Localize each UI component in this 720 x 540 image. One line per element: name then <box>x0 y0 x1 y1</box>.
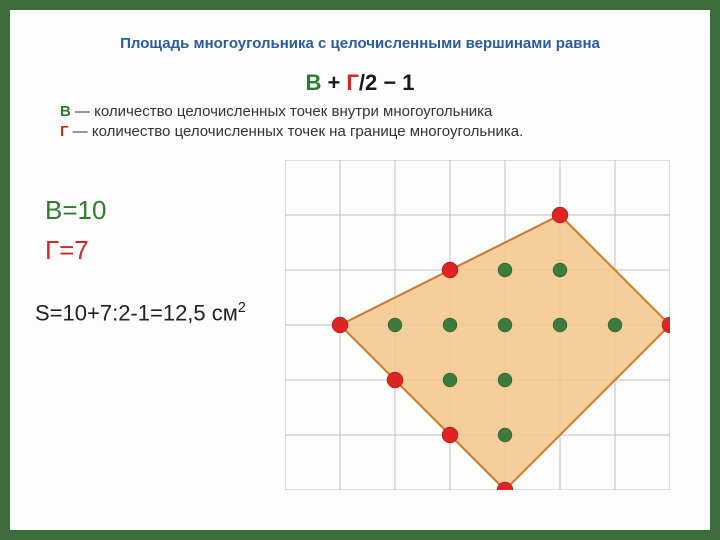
boundary-dot <box>552 207 568 223</box>
s-sup: 2 <box>238 300 246 316</box>
interior-dot <box>388 318 402 332</box>
interior-dot <box>553 263 567 277</box>
formula: В + Г/2 − 1 <box>10 70 710 96</box>
def-g-text: — количество целочисленных точек на гран… <box>69 123 524 140</box>
title-text: Площадь многоугольника с целочисленными … <box>120 35 600 52</box>
interior-dot <box>608 318 622 332</box>
interior-dot <box>498 428 512 442</box>
def-g-letter: Г <box>60 123 69 140</box>
boundary-dot <box>442 262 458 278</box>
boundary-dot <box>387 372 403 388</box>
boundary-dot <box>442 427 458 443</box>
interior-dot <box>498 373 512 387</box>
polygon-shape <box>340 215 670 490</box>
lattice-diagram <box>285 160 670 490</box>
interior-dot <box>553 318 567 332</box>
definitions: В — количество целочисленных точек внутр… <box>60 102 660 143</box>
def-v-text: — количество целочисленных точек внутри … <box>71 103 493 120</box>
g-value: Г=7 <box>45 235 89 266</box>
interior-dot <box>443 318 457 332</box>
interior-dot <box>443 373 457 387</box>
interior-dot <box>498 263 512 277</box>
def-v-letter: В <box>60 103 71 120</box>
v-value: В=10 <box>45 195 106 226</box>
boundary-dot <box>332 317 348 333</box>
interior-dot <box>498 318 512 332</box>
page-title: Площадь многоугольника с целочисленными … <box>10 35 710 52</box>
s-prefix: S=10+7:2-1=12,5 см <box>35 300 238 325</box>
s-value: S=10+7:2-1=12,5 см2 <box>35 300 246 326</box>
